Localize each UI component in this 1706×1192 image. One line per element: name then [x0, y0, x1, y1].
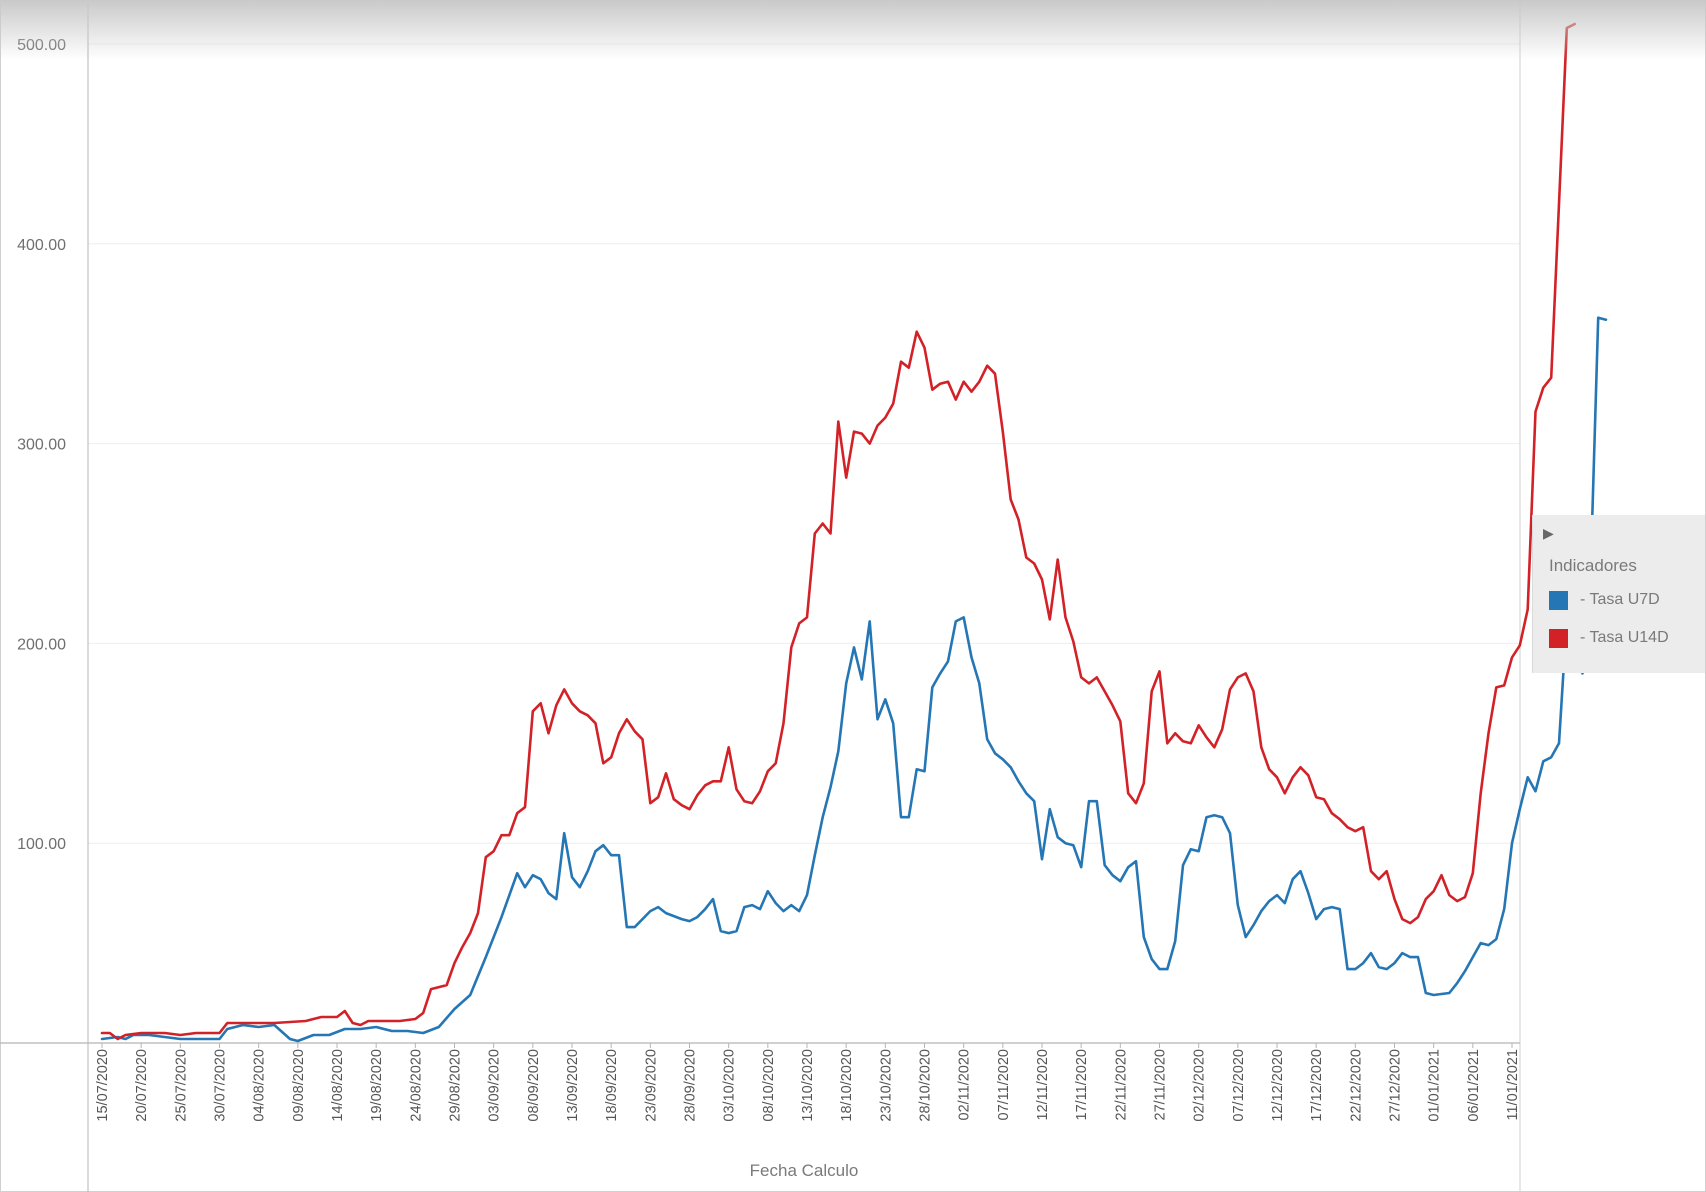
x-tick-label: 03/10/2020 [722, 1049, 738, 1122]
series-line-u14d[interactable] [100, 22, 1576, 1041]
x-axis-label: Fecha Calculo [750, 1161, 859, 1180]
legend-panel[interactable]: ▶ Indicadores - Tasa U7D - Tasa U14D [1532, 515, 1705, 673]
x-tick-labels: 15/07/2020 20/07/2020 25/07/2020 30/07/2020… [95, 1043, 1521, 1122]
legend-label-u14d: - Tasa U14D [1580, 629, 1669, 646]
y-tick-label: 100.00 [17, 836, 66, 853]
x-tick-label: 23/09/2020 [643, 1049, 659, 1122]
x-tick-label: 03/09/2020 [487, 1049, 503, 1122]
x-tick-label: 27/12/2020 [1388, 1049, 1404, 1122]
x-tick-label: 09/08/2020 [291, 1049, 307, 1122]
legend-expand-icon[interactable]: ▶ [1543, 525, 1554, 541]
x-tick-label: 01/01/2021 [1427, 1049, 1443, 1122]
x-tick-label: 11/01/2021 [1505, 1049, 1521, 1121]
legend-title: Indicadores [1549, 556, 1637, 575]
y-tick-label: 200.00 [17, 636, 66, 653]
x-tick-label: 20/07/2020 [134, 1049, 150, 1122]
legend-item-u7d[interactable]: - Tasa U7D [1549, 588, 1660, 612]
x-tick-label: 24/08/2020 [408, 1049, 424, 1122]
x-tick-label: 18/09/2020 [604, 1049, 620, 1122]
x-tick-label: 17/11/2020 [1074, 1049, 1090, 1121]
y-tick-label: 300.00 [17, 437, 66, 454]
series-line-u7d[interactable] [100, 316, 1608, 1043]
legend-swatch-u7d [1549, 590, 1568, 610]
y-tick-label: 500.00 [17, 37, 66, 54]
series-lines [100, 22, 1608, 1043]
x-tick-label: 27/11/2020 [1153, 1049, 1169, 1121]
x-tick-label: 25/07/2020 [173, 1049, 189, 1122]
x-tick-label: 08/09/2020 [526, 1049, 542, 1122]
y-tick-labels: 100.00 200.00 300.00 400.00 500.00 [17, 37, 66, 853]
x-tick-label: 30/07/2020 [213, 1049, 229, 1122]
x-tick-label: 17/12/2020 [1309, 1049, 1325, 1122]
x-tick-label: 06/01/2021 [1466, 1049, 1482, 1122]
x-tick-label: 28/09/2020 [683, 1049, 699, 1122]
x-tick-label: 02/11/2020 [957, 1049, 973, 1121]
legend-swatch-u14d [1549, 628, 1568, 648]
x-tick-label: 15/07/2020 [95, 1049, 111, 1122]
x-tick-label: 12/11/2020 [1035, 1049, 1051, 1121]
x-tick-label: 18/10/2020 [839, 1049, 855, 1122]
legend-label-u7d: - Tasa U7D [1580, 591, 1660, 608]
x-tick-label: 13/09/2020 [565, 1049, 581, 1122]
y-tick-label: 400.00 [17, 237, 66, 254]
x-tick-label: 14/08/2020 [330, 1049, 346, 1122]
x-tick-label: 29/08/2020 [448, 1049, 464, 1122]
x-tick-label: 22/11/2020 [1113, 1049, 1129, 1121]
x-tick-label: 04/08/2020 [252, 1049, 268, 1122]
x-tick-label: 19/08/2020 [369, 1049, 385, 1122]
x-tick-label: 13/10/2020 [800, 1049, 816, 1122]
x-tick-label: 28/10/2020 [918, 1049, 934, 1122]
x-tick-label: 08/10/2020 [761, 1049, 777, 1122]
x-tick-label: 07/11/2020 [996, 1049, 1012, 1121]
legend-item-u14d[interactable]: - Tasa U14D [1549, 626, 1669, 650]
grid-lines [88, 43, 1520, 844]
x-tick-label: 22/12/2020 [1348, 1049, 1364, 1122]
x-tick-label: 23/10/2020 [878, 1049, 894, 1122]
x-tick-label: 02/12/2020 [1192, 1049, 1208, 1122]
x-tick-label: 07/12/2020 [1231, 1049, 1247, 1122]
axes [0, 0, 1521, 1192]
x-tick-label: 12/12/2020 [1270, 1049, 1286, 1122]
